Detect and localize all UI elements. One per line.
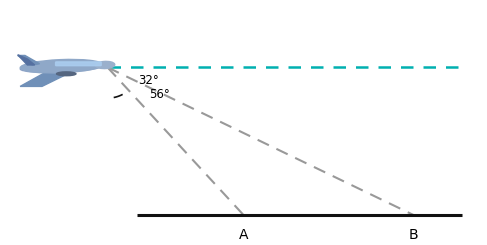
Text: B: B <box>409 228 418 242</box>
Ellipse shape <box>56 72 76 76</box>
Text: 32°: 32° <box>138 74 159 87</box>
Ellipse shape <box>20 62 103 73</box>
Polygon shape <box>18 55 35 65</box>
Text: 56°: 56° <box>150 88 170 101</box>
Ellipse shape <box>20 60 103 73</box>
Text: A: A <box>239 228 248 242</box>
Polygon shape <box>20 66 81 86</box>
Polygon shape <box>18 55 39 65</box>
FancyBboxPatch shape <box>56 62 101 66</box>
Ellipse shape <box>95 61 115 69</box>
